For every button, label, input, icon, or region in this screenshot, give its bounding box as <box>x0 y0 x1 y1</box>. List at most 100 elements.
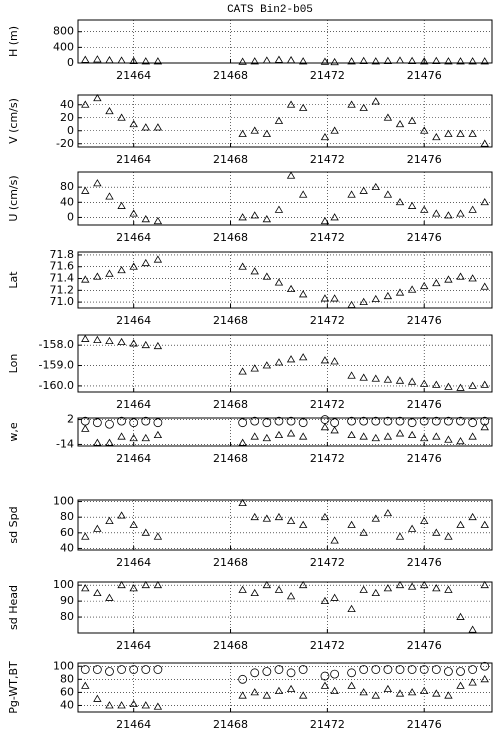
triangle-marker <box>238 498 247 507</box>
triangle-marker <box>153 57 163 65</box>
circle-marker <box>383 416 393 426</box>
triangle-marker <box>444 532 453 540</box>
triangle-marker <box>238 57 247 65</box>
triangle-marker <box>383 113 393 121</box>
triangle-marker <box>129 584 138 592</box>
circle-marker <box>468 418 478 428</box>
triangle-marker <box>262 56 272 64</box>
y-tick-label: 800 <box>53 25 74 38</box>
y-tick-label: 80 <box>60 610 74 623</box>
y-tick-label: 80 <box>60 672 74 685</box>
x-tick-label: 21476 <box>407 718 442 731</box>
triangle-marker <box>81 334 90 342</box>
triangle-marker <box>129 262 138 270</box>
y-axis-label: sd Head <box>7 585 20 630</box>
triangle-marker <box>105 192 114 200</box>
triangle-marker <box>383 375 393 383</box>
triangle-marker <box>238 129 247 137</box>
circle-marker <box>129 418 139 428</box>
panel: 21464 21468 21472 21476 -14 2 w,e <box>7 413 493 465</box>
x-tick-label: 21464 <box>116 398 151 411</box>
triangle-marker <box>456 520 465 528</box>
circle-marker <box>105 419 114 429</box>
circle-marker <box>286 416 296 426</box>
circle-marker <box>238 418 248 428</box>
triangle-marker <box>456 437 465 445</box>
triangle-marker <box>347 57 356 65</box>
x-tick-label: 21476 <box>407 69 442 82</box>
y-tick-label: -14 <box>56 437 74 450</box>
triangle-marker <box>81 424 90 432</box>
y-tick-label: 20 <box>60 111 74 124</box>
y-tick-label: 71.4 <box>50 272 75 285</box>
triangle-marker <box>250 57 259 65</box>
triangle-marker <box>456 383 465 391</box>
y-tick-label: -158.0 <box>39 338 74 351</box>
triangle-marker <box>383 584 393 592</box>
y-tick-label: 0 <box>67 210 74 223</box>
triangle-marker <box>395 532 405 540</box>
triangle-marker <box>286 684 296 693</box>
triangle-marker <box>81 55 90 63</box>
plot-frame <box>77 334 493 393</box>
triangle-marker <box>238 585 247 593</box>
triangle-marker <box>81 584 90 592</box>
triangle-marker <box>371 97 380 105</box>
x-tick-label: 21468 <box>213 314 248 327</box>
circle-marker <box>347 416 356 426</box>
y-axis-label: V (cm/s) <box>7 98 20 144</box>
triangle-marker <box>395 376 405 384</box>
triangle-marker <box>407 285 417 293</box>
y-tick-label: 80 <box>60 180 74 193</box>
triangle-marker <box>330 426 339 434</box>
triangle-marker <box>330 213 339 221</box>
triangle-marker <box>407 201 417 209</box>
triangle-marker <box>359 528 368 536</box>
triangle-marker <box>468 274 477 282</box>
circle-marker <box>298 665 308 674</box>
triangle-marker <box>407 688 417 696</box>
plot-frame <box>77 662 493 713</box>
triangle-marker <box>105 593 114 601</box>
triangle-marker <box>468 678 477 686</box>
plot-frame <box>77 417 493 447</box>
triangle-marker <box>468 57 477 65</box>
triangle-marker <box>274 585 284 593</box>
triangle-marker <box>347 681 356 689</box>
triangle-marker <box>371 433 380 442</box>
triangle-marker <box>371 514 380 522</box>
y-tick-label: -160.0 <box>39 379 74 392</box>
triangle-marker <box>129 433 138 442</box>
triangle-marker <box>330 57 339 66</box>
x-tick-label: 21472 <box>310 398 345 411</box>
circle-marker <box>444 416 453 426</box>
triangle-marker <box>153 580 163 589</box>
triangle-marker <box>320 512 330 521</box>
circle-marker <box>250 416 260 426</box>
triangle-marker <box>141 258 150 267</box>
x-tick-label: 21472 <box>310 718 345 731</box>
triangle-marker <box>407 116 417 124</box>
triangle-marker <box>420 433 429 442</box>
y-tick-label: 40 <box>60 195 74 208</box>
circle-marker <box>153 665 163 674</box>
triangle-marker <box>383 190 393 198</box>
triangle-marker <box>330 294 339 302</box>
circle-marker <box>444 667 453 676</box>
triangle-marker <box>262 580 272 589</box>
triangle-marker <box>298 520 308 528</box>
x-tick-label: 21468 <box>213 231 248 244</box>
triangle-marker <box>371 691 380 699</box>
circle-marker <box>117 665 126 674</box>
y-tick-label: 60 <box>60 526 74 539</box>
y-tick-label: 40 <box>60 698 74 711</box>
circle-marker <box>262 418 272 428</box>
triangle-marker <box>93 93 102 102</box>
triangle-marker <box>456 681 465 689</box>
triangle-marker <box>347 100 356 108</box>
triangle-marker <box>105 106 114 115</box>
triangle-marker <box>298 691 308 699</box>
triangle-marker <box>347 190 356 198</box>
triangle-marker <box>444 211 453 219</box>
triangle-marker <box>129 699 138 708</box>
